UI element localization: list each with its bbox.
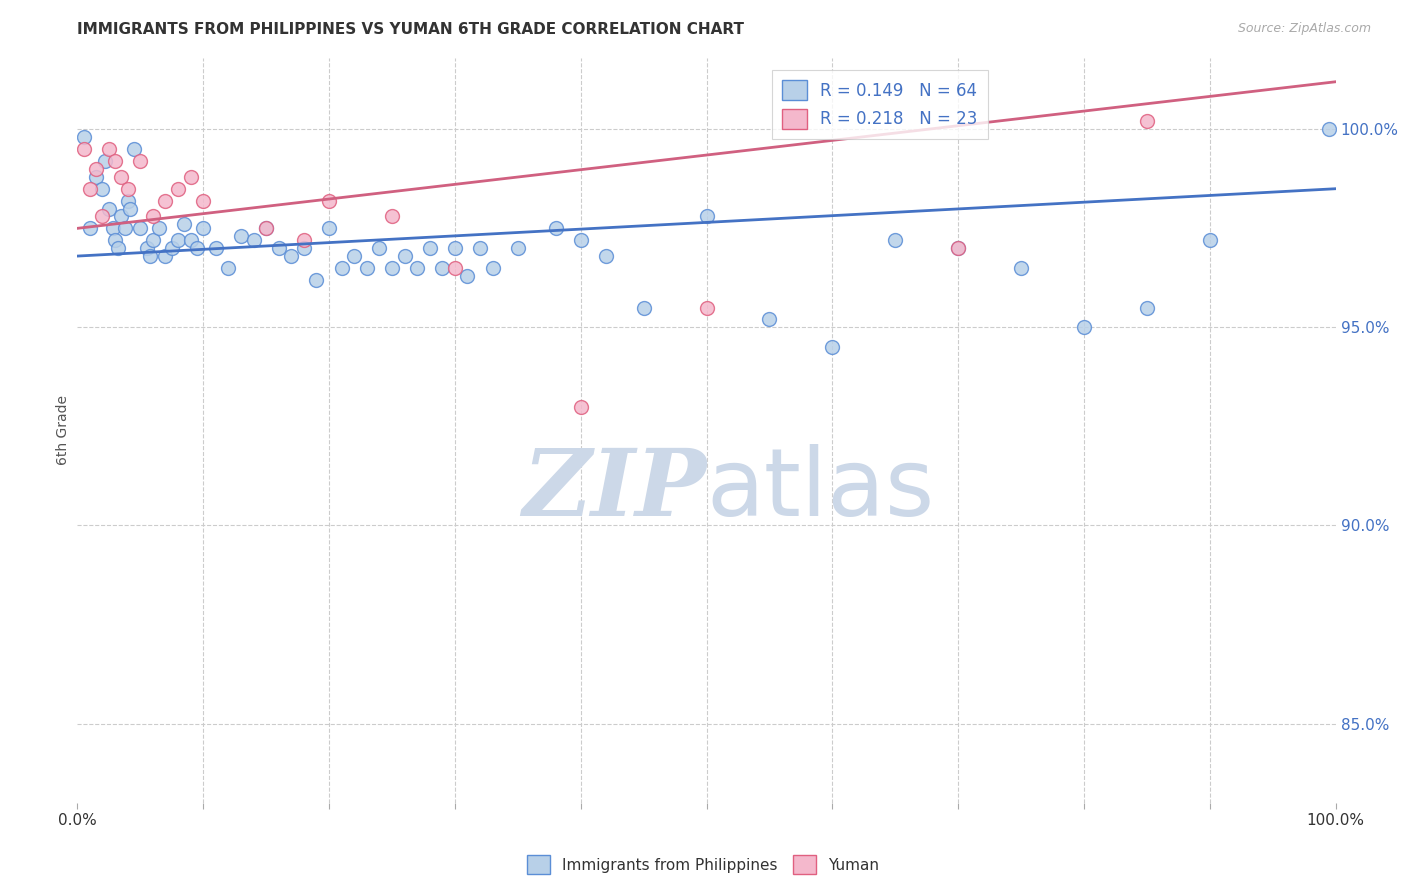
- Point: [292, 233, 315, 247]
- Point: [318, 194, 340, 208]
- Point: [394, 249, 416, 263]
- Legend: Immigrants from Philippines, Yuman: Immigrants from Philippines, Yuman: [520, 849, 886, 880]
- Point: [110, 169, 132, 184]
- Point: [381, 210, 404, 224]
- Point: [72, 142, 94, 156]
- Point: [229, 229, 252, 244]
- Point: [406, 260, 429, 275]
- Point: [155, 194, 177, 208]
- Point: [254, 221, 277, 235]
- Point: [468, 241, 491, 255]
- Point: [180, 233, 202, 247]
- Text: Source: ZipAtlas.com: Source: ZipAtlas.com: [1237, 22, 1371, 36]
- Text: atlas: atlas: [707, 444, 935, 536]
- Point: [481, 260, 503, 275]
- Point: [267, 241, 290, 255]
- Point: [242, 233, 264, 247]
- Point: [1199, 233, 1222, 247]
- Point: [696, 301, 718, 315]
- Point: [142, 233, 165, 247]
- Point: [173, 218, 195, 232]
- Point: [160, 241, 183, 255]
- Point: [117, 194, 139, 208]
- Point: [135, 241, 157, 255]
- Point: [97, 202, 120, 216]
- Point: [330, 260, 353, 275]
- Point: [506, 241, 529, 255]
- Point: [129, 153, 152, 168]
- Point: [72, 130, 94, 145]
- Point: [142, 210, 165, 224]
- Point: [180, 169, 202, 184]
- Point: [292, 241, 315, 255]
- Text: IMMIGRANTS FROM PHILIPPINES VS YUMAN 6TH GRADE CORRELATION CHART: IMMIGRANTS FROM PHILIPPINES VS YUMAN 6TH…: [77, 22, 744, 37]
- Point: [217, 260, 239, 275]
- Legend: R = 0.149   N = 64, R = 0.218   N = 23: R = 0.149 N = 64, R = 0.218 N = 23: [772, 70, 987, 139]
- Point: [305, 273, 328, 287]
- Point: [94, 153, 117, 168]
- Point: [91, 210, 114, 224]
- Point: [254, 221, 277, 235]
- Point: [368, 241, 391, 255]
- Point: [884, 233, 907, 247]
- Point: [381, 260, 404, 275]
- Point: [821, 340, 844, 354]
- Point: [79, 221, 101, 235]
- Point: [204, 241, 226, 255]
- Point: [356, 260, 378, 275]
- Point: [1319, 122, 1341, 136]
- Point: [948, 241, 970, 255]
- Point: [122, 142, 145, 156]
- Point: [104, 233, 127, 247]
- Point: [129, 221, 152, 235]
- Point: [432, 260, 454, 275]
- Point: [569, 400, 592, 414]
- Point: [318, 221, 340, 235]
- Point: [79, 182, 101, 196]
- Point: [167, 182, 190, 196]
- Point: [186, 241, 208, 255]
- Point: [1136, 301, 1159, 315]
- Point: [101, 221, 124, 235]
- Y-axis label: 6th Grade: 6th Grade: [56, 395, 70, 466]
- Point: [84, 161, 107, 176]
- Point: [97, 142, 120, 156]
- Point: [110, 210, 132, 224]
- Point: [84, 169, 107, 184]
- Point: [1010, 260, 1032, 275]
- Point: [633, 301, 655, 315]
- Point: [120, 202, 142, 216]
- Point: [91, 182, 114, 196]
- Point: [155, 249, 177, 263]
- Point: [191, 221, 215, 235]
- Point: [456, 268, 478, 283]
- Point: [444, 241, 467, 255]
- Point: [544, 221, 567, 235]
- Point: [595, 249, 617, 263]
- Point: [569, 233, 592, 247]
- Point: [280, 249, 302, 263]
- Point: [114, 221, 136, 235]
- Point: [1136, 114, 1159, 128]
- Point: [696, 210, 718, 224]
- Point: [191, 194, 215, 208]
- Point: [117, 182, 139, 196]
- Point: [167, 233, 190, 247]
- Point: [139, 249, 162, 263]
- Point: [1073, 320, 1095, 334]
- Point: [758, 312, 780, 326]
- Point: [104, 153, 127, 168]
- Point: [343, 249, 366, 263]
- Text: ZIP: ZIP: [522, 445, 707, 535]
- Point: [419, 241, 441, 255]
- Point: [148, 221, 170, 235]
- Point: [444, 260, 467, 275]
- Point: [107, 241, 129, 255]
- Point: [948, 241, 970, 255]
